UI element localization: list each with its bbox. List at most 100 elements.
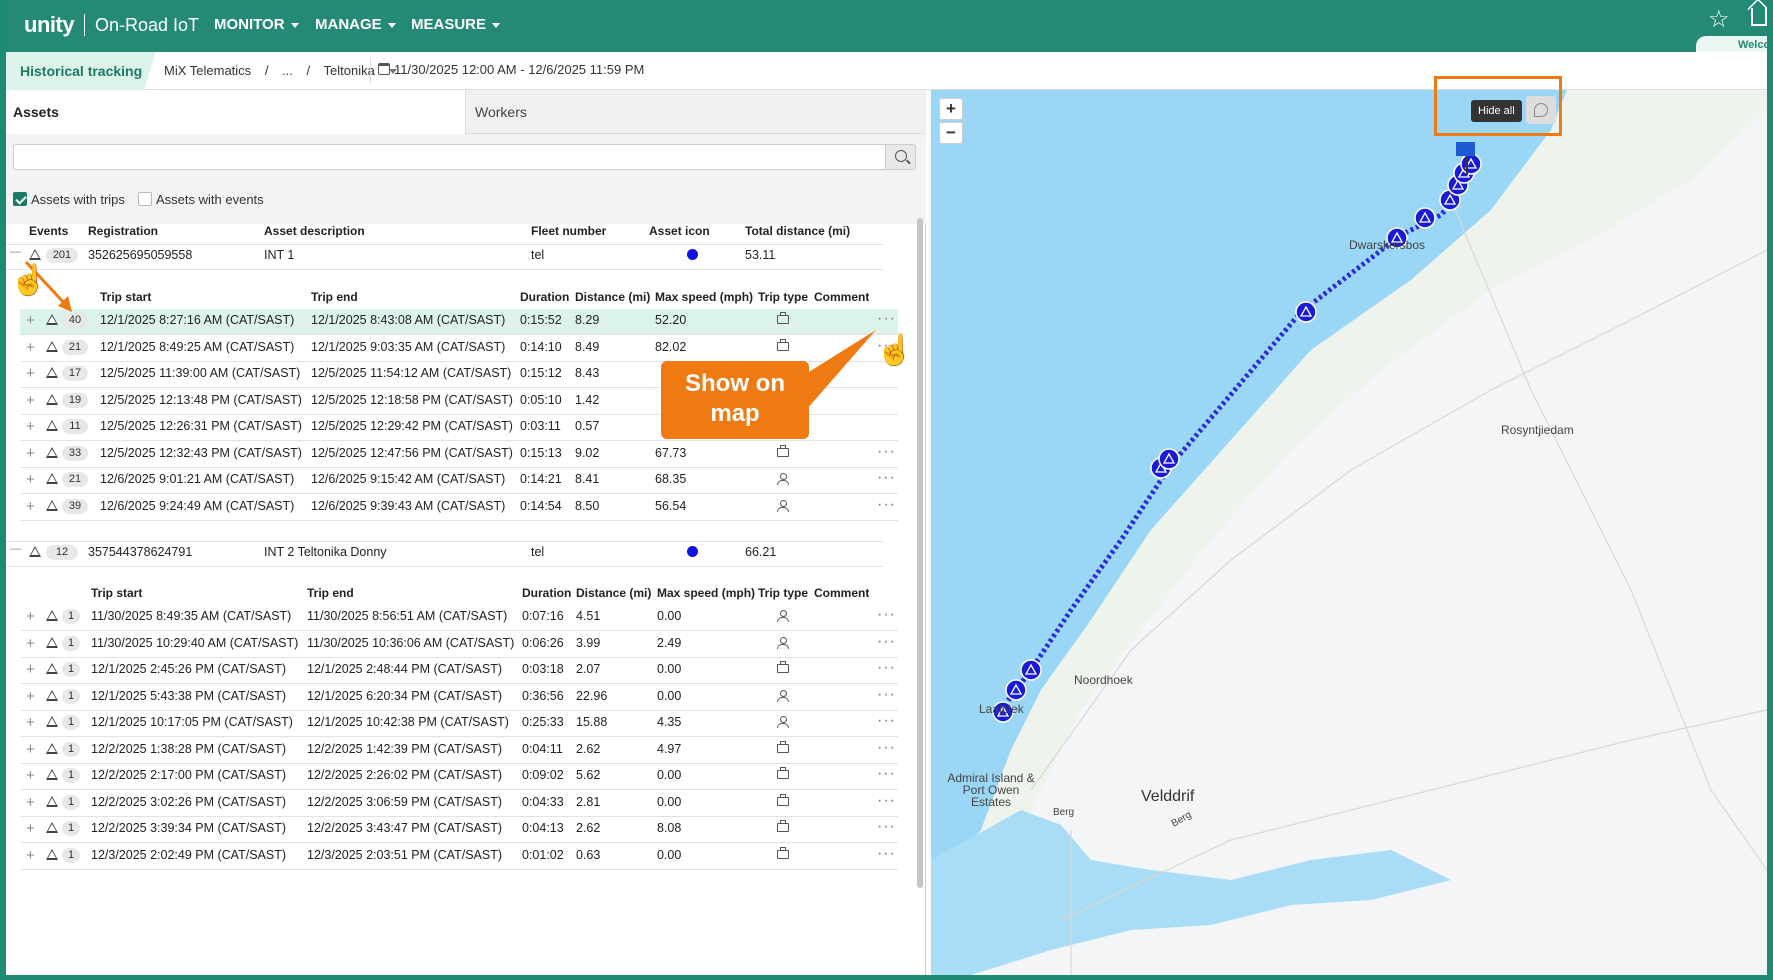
trip-column-header[interactable]: Trip start bbox=[91, 586, 143, 600]
nav-monitor[interactable]: MONITOR bbox=[214, 16, 299, 33]
expand-toggle[interactable]: + bbox=[26, 846, 35, 864]
collapse-toggle[interactable]: — bbox=[10, 543, 21, 555]
filter-assets-with-events[interactable]: Assets with events bbox=[138, 192, 264, 207]
more-options-icon[interactable]: ··· bbox=[877, 659, 896, 676]
expand-toggle[interactable]: + bbox=[26, 714, 35, 731]
more-options-icon[interactable]: ··· bbox=[877, 632, 896, 650]
expand-toggle[interactable]: + bbox=[26, 687, 35, 705]
asset-column-header[interactable]: Registration bbox=[88, 224, 159, 238]
trip-column-header[interactable]: Trip end bbox=[307, 586, 354, 600]
trip-start: 12/5/2025 11:39:00 AM (CAT/SAST) bbox=[100, 366, 301, 380]
more-options-icon[interactable]: ··· bbox=[877, 685, 896, 703]
expand-toggle[interactable]: + bbox=[26, 418, 35, 435]
row-divider bbox=[20, 440, 898, 441]
breadcrumb-item[interactable]: Teltonika bbox=[323, 63, 375, 78]
breadcrumb-item[interactable]: ... bbox=[282, 63, 293, 78]
trip-column-header[interactable]: Trip start bbox=[100, 290, 152, 304]
trip-column-header[interactable]: Trip type bbox=[758, 586, 809, 600]
more-options-icon[interactable]: ··· bbox=[877, 495, 896, 513]
more-options-icon[interactable]: ··· bbox=[877, 469, 896, 486]
trip-column-header[interactable]: Duration bbox=[522, 586, 572, 600]
more-options-icon[interactable]: ··· bbox=[877, 606, 896, 623]
collapse-toggle[interactable]: — bbox=[10, 246, 21, 258]
zoom-in-button[interactable]: + bbox=[939, 98, 963, 120]
trip-column-header[interactable]: Duration bbox=[520, 290, 570, 304]
search-input[interactable] bbox=[13, 144, 886, 170]
breadcrumb[interactable]: MiX Telematics / ... / Teltonika bbox=[164, 63, 407, 78]
expand-toggle[interactable]: + bbox=[26, 391, 35, 409]
trip-column-header[interactable]: Comment bbox=[814, 290, 870, 304]
trip-end: 12/1/2025 10:42:38 PM (CAT/SAST) bbox=[307, 715, 509, 729]
expand-toggle[interactable]: + bbox=[26, 338, 35, 356]
more-options-icon[interactable]: ··· bbox=[877, 818, 896, 835]
asset-column-header[interactable]: Asset icon bbox=[649, 224, 710, 238]
asset-column-header[interactable]: Asset description bbox=[264, 224, 365, 238]
asset-column-header[interactable]: Fleet number bbox=[531, 224, 607, 238]
event-marker-icon[interactable] bbox=[1158, 448, 1180, 470]
expand-toggle[interactable]: + bbox=[26, 497, 35, 515]
trip-column-header[interactable]: Trip type bbox=[758, 290, 809, 304]
trip-column-header[interactable]: Comment bbox=[814, 586, 870, 600]
more-options-icon[interactable]: ··· bbox=[877, 844, 896, 862]
event-marker-icon[interactable] bbox=[1020, 659, 1042, 681]
trip-column-header[interactable]: Max speed (mph) bbox=[657, 586, 756, 600]
asset-column-header[interactable]: Events bbox=[29, 224, 69, 238]
chevron-down-icon[interactable] bbox=[388, 69, 397, 75]
event-marker-icon[interactable] bbox=[1386, 227, 1408, 249]
tab-assets[interactable]: Assets bbox=[6, 90, 465, 134]
more-options-icon[interactable]: ··· bbox=[877, 310, 896, 327]
filter-assets-with-trips[interactable]: Assets with trips bbox=[13, 192, 125, 207]
event-marker-icon[interactable] bbox=[1460, 153, 1482, 175]
date-range-picker[interactable]: 11/30/2025 12:00 AM - 12/6/2025 11:59 PM bbox=[378, 62, 644, 77]
expand-toggle[interactable]: + bbox=[26, 793, 35, 811]
scrollbar[interactable] bbox=[917, 218, 923, 888]
home-icon[interactable] bbox=[1751, 8, 1767, 26]
checkbox-checked[interactable] bbox=[13, 192, 27, 206]
star-icon[interactable]: ☆ bbox=[1708, 6, 1730, 33]
expand-toggle[interactable]: + bbox=[26, 312, 35, 329]
expand-toggle[interactable]: + bbox=[26, 634, 35, 652]
nav-measure[interactable]: MEASURE bbox=[411, 16, 501, 33]
expand-toggle[interactable]: + bbox=[26, 661, 35, 678]
expand-toggle[interactable]: + bbox=[26, 767, 35, 784]
warning-icon bbox=[46, 473, 58, 484]
checkbox-unchecked[interactable] bbox=[138, 192, 152, 206]
expand-toggle[interactable]: + bbox=[26, 608, 35, 625]
tab-workers[interactable]: Workers bbox=[465, 90, 926, 134]
event-markers[interactable] bbox=[992, 153, 1482, 723]
breadcrumb-separator: / bbox=[306, 63, 311, 78]
more-options-icon[interactable]: ··· bbox=[877, 765, 896, 782]
hide-all-button[interactable] bbox=[1526, 96, 1556, 124]
expand-toggle[interactable]: + bbox=[26, 365, 35, 382]
welcome-badge[interactable]: Welco bbox=[1696, 36, 1767, 54]
trip-column-header[interactable]: Max speed (mph) bbox=[655, 290, 754, 304]
nav-manage[interactable]: MANAGE bbox=[315, 16, 396, 33]
asset-column-header[interactable]: Total distance (mi) bbox=[745, 224, 851, 238]
search-button[interactable] bbox=[885, 144, 916, 170]
trip-column-header[interactable]: Distance (mi) bbox=[576, 586, 652, 600]
more-options-icon[interactable]: ··· bbox=[877, 712, 896, 729]
event-marker-icon[interactable] bbox=[1414, 207, 1436, 229]
event-marker-icon[interactable] bbox=[992, 701, 1014, 723]
more-options-icon[interactable]: ··· bbox=[877, 442, 896, 460]
more-options-icon[interactable]: ··· bbox=[877, 738, 896, 756]
warning-icon bbox=[46, 446, 58, 458]
trip-column-header[interactable]: Trip end bbox=[311, 290, 358, 304]
expand-toggle[interactable]: + bbox=[26, 820, 35, 837]
breadcrumb-item[interactable]: MiX Telematics bbox=[164, 63, 252, 78]
trip-end: 12/5/2025 11:54:12 AM (CAT/SAST) bbox=[311, 366, 512, 380]
expand-toggle[interactable]: + bbox=[26, 740, 35, 758]
event-marker-icon[interactable] bbox=[1005, 679, 1027, 701]
event-marker-icon[interactable] bbox=[1295, 301, 1317, 323]
row-divider bbox=[6, 244, 884, 245]
trip-distance: 8.43 bbox=[575, 366, 600, 380]
more-options-icon[interactable]: ··· bbox=[877, 336, 896, 354]
trip-column-header[interactable]: Distance (mi) bbox=[575, 290, 651, 304]
expand-toggle[interactable]: + bbox=[26, 471, 35, 488]
trip-max-speed: 68.35 bbox=[655, 472, 687, 486]
unity-logo[interactable]: unity bbox=[24, 12, 75, 37]
map-view[interactable]: + − Hide all Dwarskersbos Rosyntjiedam N… bbox=[931, 90, 1767, 975]
zoom-out-button[interactable]: − bbox=[939, 122, 963, 144]
more-options-icon[interactable]: ··· bbox=[877, 791, 896, 809]
expand-toggle[interactable]: + bbox=[26, 444, 35, 462]
